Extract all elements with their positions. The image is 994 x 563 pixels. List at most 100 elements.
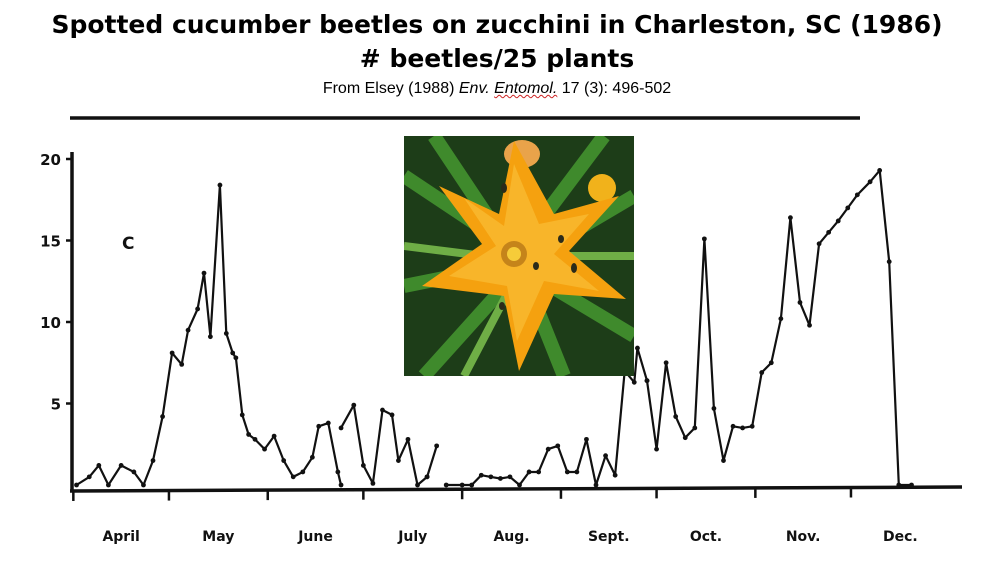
data-point: [740, 425, 746, 431]
data-point: [290, 474, 296, 480]
data-point: [644, 378, 650, 384]
data-point: [335, 469, 341, 475]
data-point: [351, 402, 357, 408]
panel-label: C: [122, 234, 134, 254]
data-point: [478, 472, 484, 478]
data-point: [415, 482, 420, 488]
data-point: [443, 482, 449, 488]
data-point: [896, 482, 902, 488]
data-point: [909, 482, 914, 488]
data-point: [405, 436, 411, 442]
data-point: [239, 412, 245, 418]
chart-title: Spotted cucumber beetles on zucchini in …: [51, 10, 943, 39]
data-point: [360, 463, 366, 468]
x-month-label: Dec.: [883, 529, 918, 545]
data-point: [545, 446, 551, 452]
data-point: [118, 463, 124, 468]
series-line: [426, 445, 438, 478]
data-point: [252, 436, 258, 442]
data-point: [105, 482, 111, 488]
data-point: [338, 482, 344, 488]
data-point: [854, 192, 860, 198]
x-month-label: Nov.: [786, 529, 821, 545]
y-tick-label: 15: [40, 233, 61, 251]
chart-subtitle: # beetles/25 plants: [359, 44, 635, 73]
x-month-label: April: [102, 529, 139, 545]
data-point: [835, 218, 841, 224]
x-month-label: July: [397, 529, 427, 545]
data-point: [389, 412, 395, 418]
data-point: [217, 182, 223, 188]
x-month-label: Sept.: [588, 529, 630, 545]
data-point: [434, 443, 440, 449]
data-point: [635, 345, 640, 351]
data-point: [131, 469, 137, 475]
data-point: [338, 425, 344, 431]
x-axis: [69, 485, 963, 493]
x-month-label: May: [202, 529, 234, 545]
data-point: [201, 270, 207, 276]
data-point: [536, 469, 542, 475]
data-point: [788, 215, 793, 221]
data-point: [663, 360, 669, 366]
series-line: [446, 347, 649, 487]
data-point: [316, 423, 322, 429]
data-point: [396, 458, 401, 463]
data-point: [185, 327, 191, 333]
data-point: [721, 458, 726, 463]
data-point: [631, 379, 637, 385]
data-point: [845, 205, 851, 211]
source-journal-env: Env.: [458, 80, 490, 97]
data-point: [816, 241, 822, 247]
y-tick-label: 10: [40, 314, 61, 332]
data-point: [223, 331, 229, 336]
data-point: [555, 443, 561, 449]
data-point: [370, 480, 376, 486]
data-point: [807, 322, 812, 328]
data-point: [730, 423, 736, 429]
data-point: [682, 435, 688, 441]
x-month-label: Oct.: [690, 529, 722, 545]
data-point: [826, 229, 832, 235]
data-point: [325, 420, 331, 426]
data-point: [584, 436, 589, 442]
data-point: [526, 469, 532, 475]
data-point: [768, 360, 774, 366]
data-point: [262, 446, 267, 452]
data-point: [230, 350, 236, 356]
data-point: [877, 168, 883, 173]
data-point: [759, 370, 765, 375]
data-point: [459, 482, 465, 488]
series-line: [340, 404, 428, 487]
data-point: [96, 463, 102, 468]
data-point: [233, 355, 239, 361]
data-point: [86, 474, 92, 480]
y-tick-label: 20: [40, 151, 61, 169]
x-month-label: Aug.: [493, 529, 529, 545]
data-point: [574, 469, 580, 475]
source-prefix: From Elsey (1988): [322, 80, 459, 97]
data-point: [150, 458, 156, 463]
zucchini-flower-photo: [400, 131, 638, 381]
data-point: [593, 482, 599, 488]
data-point: [300, 469, 306, 475]
data-point: [74, 482, 79, 488]
source-suffix: 17 (3): 496-502: [557, 80, 672, 97]
data-point: [309, 454, 315, 460]
data-point: [692, 425, 698, 431]
data-point: [207, 334, 213, 340]
data-point: [488, 474, 494, 480]
series-line: [645, 169, 912, 487]
data-point: [424, 474, 430, 480]
data-point: [701, 236, 707, 242]
data-point: [469, 482, 475, 488]
data-point: [179, 361, 185, 367]
data-point: [281, 458, 287, 463]
y-tick-label: 5: [51, 396, 61, 414]
data-point: [497, 476, 503, 481]
data-point: [160, 414, 165, 419]
data-point: [778, 316, 784, 322]
data-point: [517, 482, 522, 488]
data-point: [612, 472, 618, 478]
source-journal-entomol: Entomol.: [494, 80, 558, 97]
